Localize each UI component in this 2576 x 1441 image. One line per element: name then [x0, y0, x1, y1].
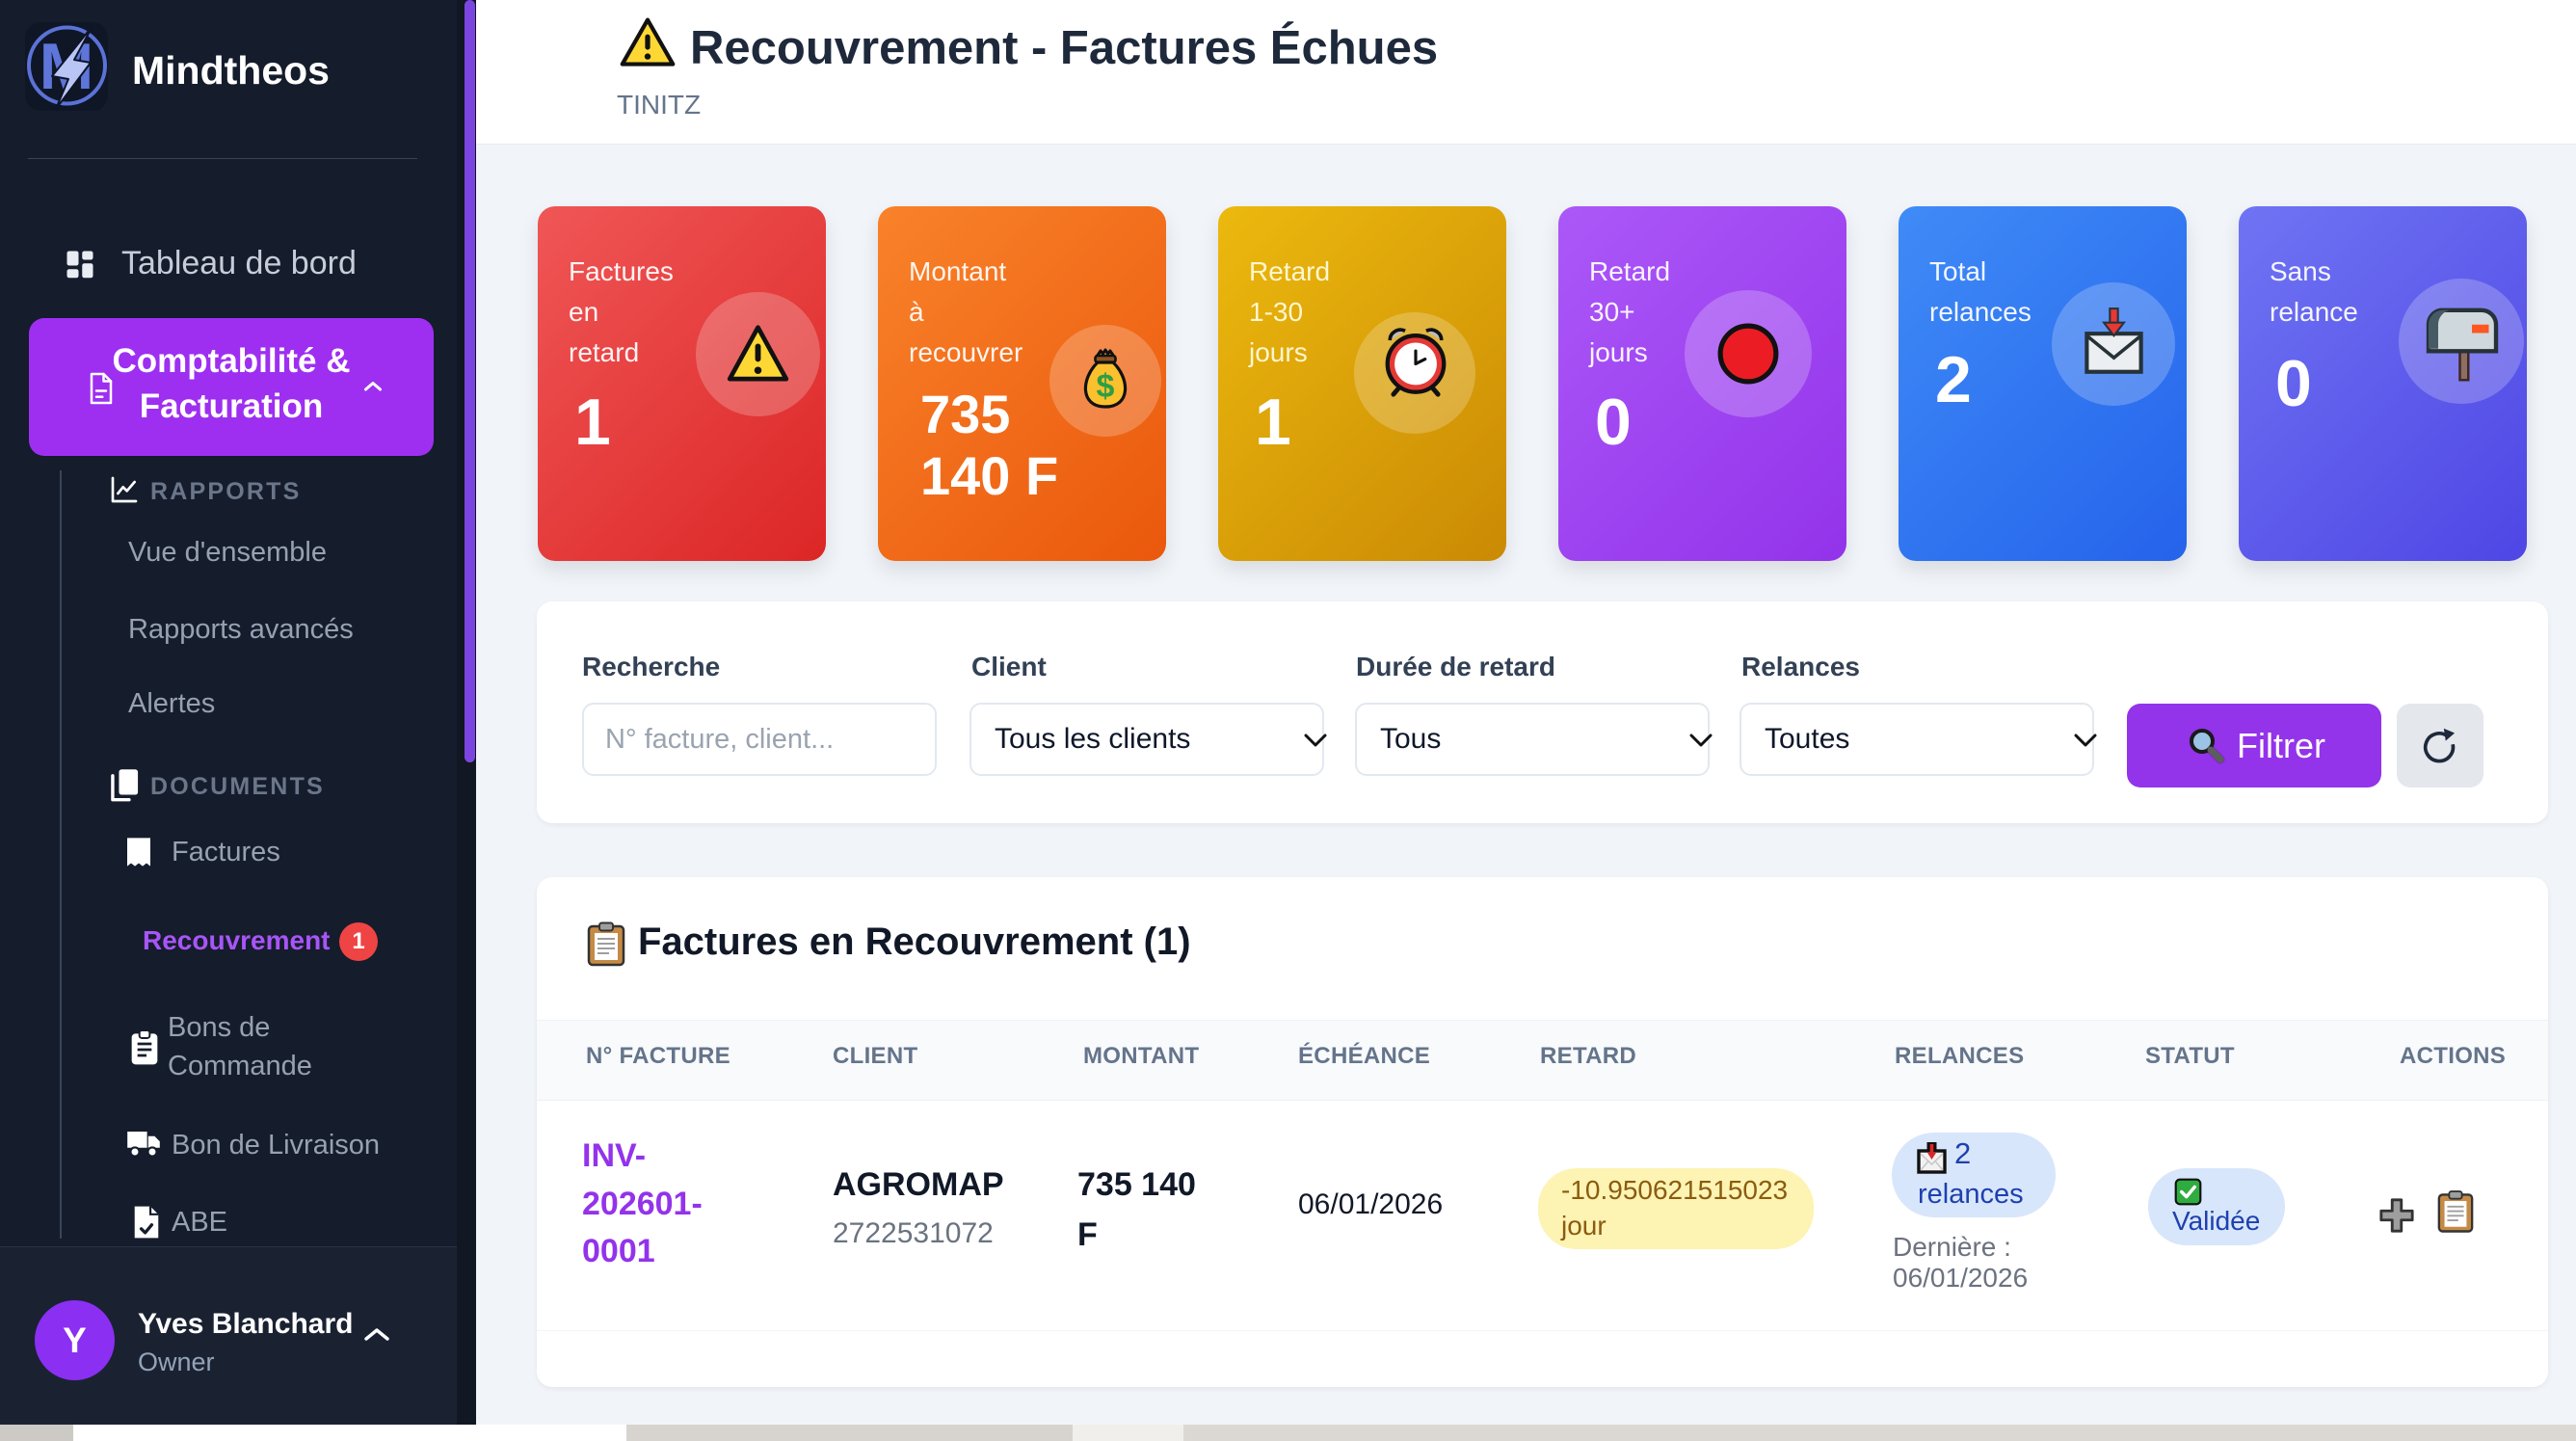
svg-text:$: $	[1097, 368, 1115, 405]
